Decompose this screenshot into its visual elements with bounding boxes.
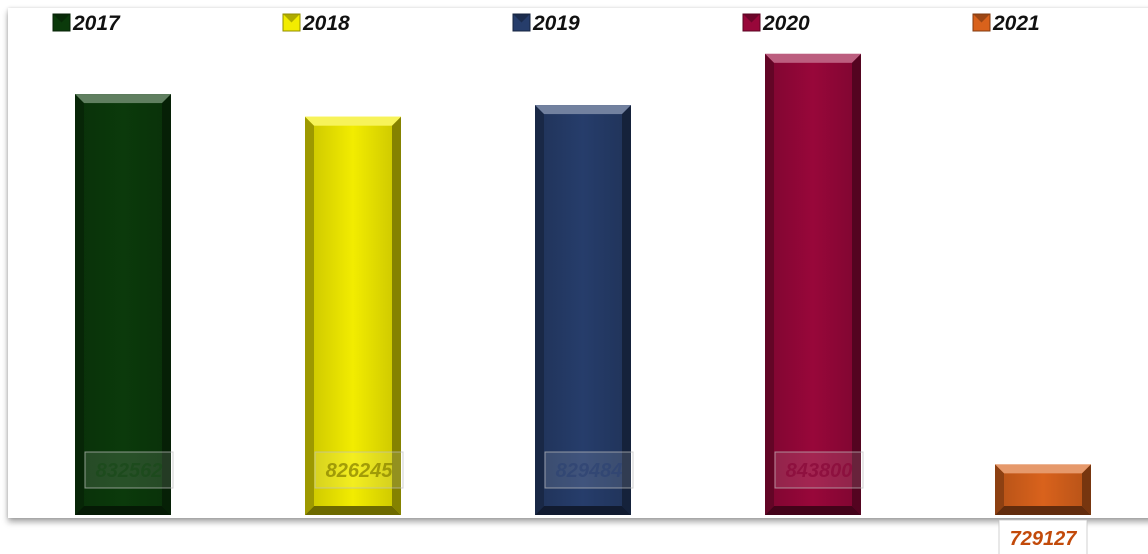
legend-label: 2017 xyxy=(72,12,121,35)
legend-label: 2021 xyxy=(992,12,1040,35)
data-label-box xyxy=(314,451,404,489)
bar-2020 xyxy=(765,53,861,515)
bar-bevel-top xyxy=(535,105,631,115)
data-labels: 832562 826245 829484 843800 729127 xyxy=(84,451,1088,554)
bar-face xyxy=(1004,473,1082,506)
data-label-box xyxy=(774,451,864,489)
legend: 2017 2018 2019 2020 2021 xyxy=(52,12,1040,35)
legend-entry-2021: 2021 xyxy=(972,12,1040,35)
bar-face xyxy=(84,103,162,506)
bar-bevel-bottom xyxy=(75,506,171,515)
legend-swatch-bevel xyxy=(973,14,990,23)
data-label-box xyxy=(544,451,634,489)
bar-chart: 2017 2018 2019 2020 2021 832562 826245 829484 8… xyxy=(52,12,1091,554)
bar-bevel-top xyxy=(305,116,401,126)
legend-swatch-bevel xyxy=(283,14,300,23)
data-label-value: 826245 xyxy=(326,460,394,482)
bar-face xyxy=(544,114,622,507)
bar-bevel-bottom xyxy=(995,506,1091,515)
bar-face xyxy=(314,125,392,506)
bar-bevel-right xyxy=(622,105,631,516)
data-label-2020: 843800 xyxy=(774,451,864,489)
bar-bevel-bottom xyxy=(535,506,631,515)
bar-2021 xyxy=(995,464,1091,515)
chart-area: 2017 2018 2019 2020 2021 832562 826245 829484 8… xyxy=(8,8,1148,554)
bar-2017 xyxy=(75,94,171,515)
legend-label: 2019 xyxy=(532,12,580,35)
data-label-2019: 829484 xyxy=(544,451,634,489)
bar-bevel-right xyxy=(162,94,171,515)
data-label-2018: 826245 xyxy=(314,451,404,489)
bar-bevel-left xyxy=(995,464,1004,515)
legend-label: 2020 xyxy=(762,12,810,35)
bar-bevel-right xyxy=(392,116,401,515)
bar-bevel-top xyxy=(995,464,1091,474)
bar-bevel-left xyxy=(305,116,314,515)
bar-bevel-right xyxy=(1082,464,1091,515)
data-label-box xyxy=(998,519,1088,554)
data-label-box xyxy=(84,451,174,489)
legend-entry-2018: 2018 xyxy=(282,12,350,35)
bar-2019 xyxy=(535,105,631,516)
legend-entry-2020: 2020 xyxy=(742,12,810,35)
data-label-2017: 832562 xyxy=(84,451,174,489)
bar-bevel-bottom xyxy=(305,506,401,515)
bar-bevel-left xyxy=(535,105,544,516)
data-label-value: 729127 xyxy=(1010,528,1078,550)
bar-bevel-top xyxy=(765,53,861,63)
legend-label: 2018 xyxy=(302,12,350,35)
bar-face xyxy=(774,62,852,506)
legend-entry-2019: 2019 xyxy=(512,12,580,35)
legend-swatch-bevel xyxy=(513,14,530,23)
bars xyxy=(75,53,1091,516)
bar-bevel-bottom xyxy=(765,506,861,515)
legend-entry-2017: 2017 xyxy=(52,12,121,35)
bar-2018 xyxy=(305,116,401,515)
bar-bevel-left xyxy=(765,53,774,515)
bar-bevel-top xyxy=(75,94,171,104)
legend-swatch-bevel xyxy=(53,14,70,23)
legend-swatch-bevel xyxy=(743,14,760,23)
bar-bevel-right xyxy=(852,53,861,515)
bar-bevel-left xyxy=(75,94,84,515)
data-label-value: 843800 xyxy=(786,460,853,482)
data-label-value: 829484 xyxy=(556,460,623,482)
data-label-value: 832562 xyxy=(96,460,163,482)
data-label-2021: 729127 xyxy=(998,519,1088,554)
